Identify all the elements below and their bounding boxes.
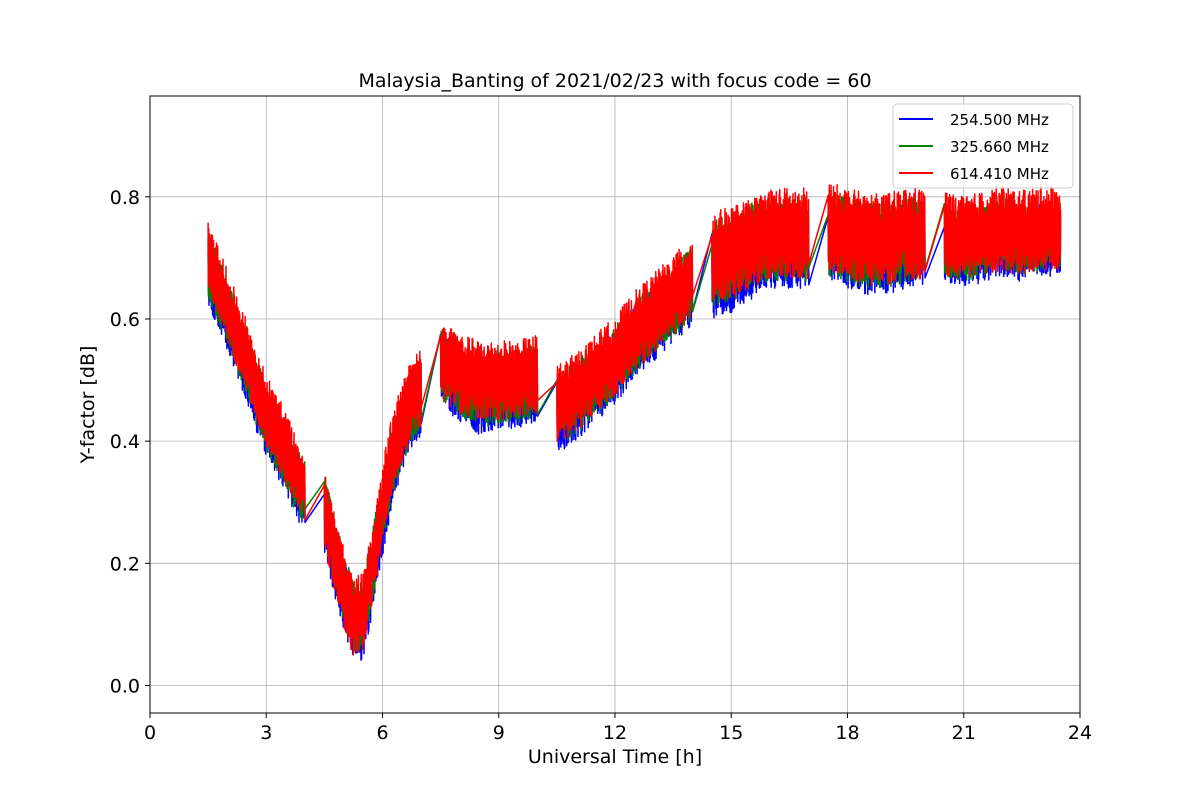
- x-axis-label: Universal Time [h]: [528, 746, 702, 768]
- chart-title: Malaysia_Banting of 2021/02/23 with focu…: [358, 70, 871, 92]
- x-tick-label: 0: [144, 722, 156, 744]
- x-tick-label: 21: [952, 722, 976, 744]
- legend-label: 254.500 MHz: [950, 111, 1049, 129]
- y-tick-label: 0.4: [110, 431, 140, 453]
- x-tick-label: 24: [1068, 722, 1092, 744]
- legend-label: 325.660 MHz: [950, 138, 1049, 156]
- ticks: 0 3 6 9 12 15 18 21 24 0.0 0.2 0.4 0.6 0.8: [110, 187, 1092, 744]
- data-lines: [207, 183, 1062, 661]
- x-tick-label: 3: [260, 722, 272, 744]
- series-line: [207, 183, 1062, 656]
- y-axis-label: Y-factor [dB]: [77, 346, 99, 465]
- y-tick-label: 0.2: [110, 553, 140, 575]
- x-tick-label: 15: [719, 722, 743, 744]
- y-tick-label: 0.6: [110, 309, 140, 331]
- y-tick-label: 0.8: [110, 187, 140, 209]
- x-tick-label: 9: [493, 722, 505, 744]
- legend: 254.500 MHz 325.660 MHz 614.410 MHz: [892, 103, 1074, 189]
- x-tick-label: 6: [376, 722, 388, 744]
- legend-box: [892, 103, 1074, 189]
- y-tick-label: 0.0: [110, 676, 140, 698]
- x-tick-label: 18: [835, 722, 859, 744]
- legend-label: 614.410 MHz: [950, 165, 1049, 183]
- x-tick-label: 12: [603, 722, 627, 744]
